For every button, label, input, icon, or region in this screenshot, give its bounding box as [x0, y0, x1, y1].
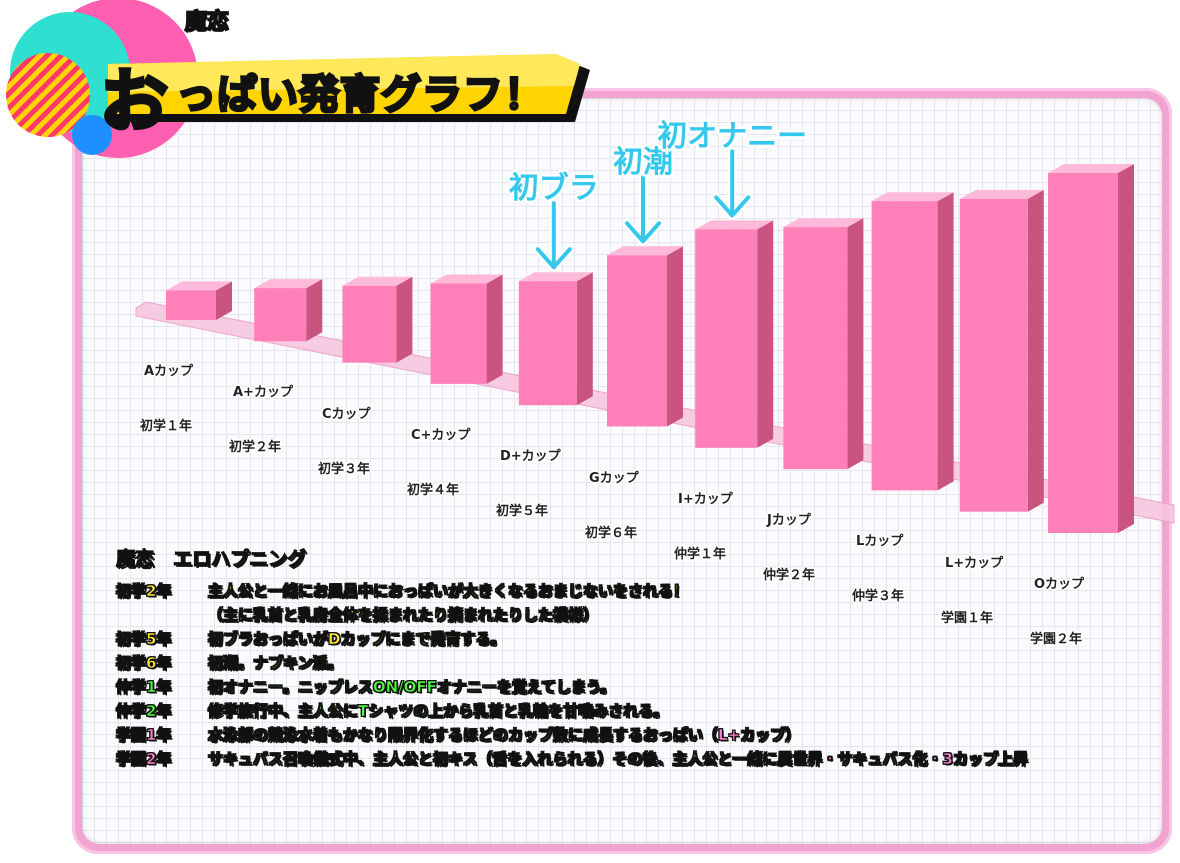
happening-row: 初学5年 初ブラおっぱいがDカップにまで発育する。: [116, 627, 1166, 651]
bar: [166, 281, 232, 320]
tick-label-cup: C+カップ: [411, 427, 471, 443]
title-badge: 魔恋 お っぱい発育グラフ！: [0, 0, 600, 175]
happening-row: 初学2年 主人公と一緒にお風呂中におっぱいが大きくなるおまじないをされる！: [116, 579, 1166, 603]
title-first-char: お: [98, 61, 170, 144]
annotation-label: 初ブラ: [508, 171, 599, 207]
tick-label-grade: 仲学１年: [674, 546, 727, 562]
bar: [342, 276, 413, 363]
annotation-arrow: [622, 172, 664, 246]
happening-grade: 初学2年: [116, 582, 172, 601]
tick-label-cup: Gカップ: [589, 470, 639, 486]
annotation-arrow: [533, 198, 575, 272]
tick-label-grade: 仲学２年: [763, 568, 816, 584]
tick-label-cup: Aカップ: [144, 364, 194, 379]
happening-row: 学園2年 サキュバス召喚儀式中、主人公と初キス（舌を入れられる）その後、主人公と一…: [116, 747, 1166, 771]
tick-label-grade: 初学６年: [585, 525, 638, 541]
tick-label-grade: 初学３年: [318, 461, 371, 477]
annotation-label: 初オナニー: [657, 119, 808, 155]
happening-text: 水泳部の競泳水着もかなり限界化するほどのカップ数に成長するおっぱい（L+カップ）: [208, 726, 801, 745]
annotation-label: 初潮: [613, 145, 673, 181]
tick-label-grade: 初学２年: [229, 440, 282, 456]
tick-label-grade: 学園２年: [1030, 632, 1083, 647]
happening-grade: 仲学1年: [116, 678, 172, 697]
bar: [607, 246, 683, 427]
tick-label-cup: I+カップ: [678, 491, 733, 507]
happening-row: 仲学2年 修学旅行中、主人公にTシャツの上から乳首と乳輪を甘噛みされる。: [116, 699, 1166, 723]
tick-label-cup: Oカップ: [1034, 577, 1085, 592]
happening-text: （主に乳首と乳房全体を揉まれたり摘まれたりした模様）: [208, 606, 599, 625]
happening-grade: 初学6年: [116, 654, 172, 673]
happening-text: 初オナニー。ニップレスON/OFFオナニーを覚えてしまう。: [208, 678, 616, 697]
title-badge-graphic: [6, 0, 590, 158]
bar: [695, 220, 774, 448]
tick-label-grade: 初学５年: [496, 504, 549, 520]
tick-label-cup: Jカップ: [767, 513, 811, 529]
bar: [518, 272, 593, 406]
tick-label-cup: Cカップ: [322, 406, 371, 422]
happening-text: 修学旅行中、主人公にTシャツの上から乳首と乳輪を甘噛みされる。: [208, 702, 669, 721]
happening-grade: 初学5年: [116, 630, 172, 649]
happening-row: 仲学1年 初オナニー。ニップレスON/OFFオナニーを覚えてしまう。: [116, 675, 1166, 699]
happening-row: （主に乳首と乳房全体を揉まれたり摘まれたりした模様）: [116, 603, 1166, 627]
happening-grade: 学園2年: [116, 750, 172, 769]
tick-label-grade: 初学４年: [407, 482, 460, 498]
happening-row: 初学6年 初潮。ナプキン派。: [116, 651, 1166, 675]
bar: [1048, 164, 1134, 533]
happening-grade: [116, 603, 208, 627]
happening-text: 初潮。ナプキン派。: [208, 654, 343, 673]
happenings-section: 魔恋 エロハプニング 初学2年 主人公と一緒にお風呂中におっぱいが大きくなるおまじ…: [116, 544, 1166, 771]
happening-grade: 仲学2年: [116, 702, 172, 721]
tick-label-cup: Lカップ: [856, 534, 904, 550]
tick-label-cup: A+カップ: [233, 385, 293, 401]
happening-text: 初ブラおっぱいがDカップにまで発育する。: [208, 630, 506, 649]
bar: [871, 192, 954, 491]
bar: [783, 218, 864, 470]
tick-label-grade: 学園１年: [941, 610, 994, 626]
annotation-arrow: [711, 146, 753, 220]
happening-text: サキュバス召喚儀式中、主人公と初キス（舌を入れられる）その後、主人公と一緒に異世…: [208, 750, 1029, 769]
happening-row: 学園1年 水泳部の競泳水着もかなり限界化するほどのカップ数に成長するおっぱい（L+…: [116, 723, 1166, 747]
happening-text: 主人公と一緒にお風呂中におっぱいが大きくなるおまじないをされる！: [208, 582, 689, 601]
happenings-list: 初学2年 主人公と一緒にお風呂中におっぱいが大きくなるおまじないをされる！ （主に乳…: [116, 579, 1166, 771]
tick-label-cup: D+カップ: [500, 449, 561, 465]
title-sub: 魔恋: [184, 9, 230, 36]
tick-label-grade: 初学１年: [140, 419, 193, 434]
tick-label-cup: L+カップ: [945, 555, 1004, 571]
happenings-title: 魔恋 エロハプニング: [116, 548, 307, 571]
tick-label-grade: 仲学３年: [852, 589, 905, 605]
page-title: っぱい発育グラフ！: [175, 71, 546, 120]
happening-grade: 学園1年: [116, 726, 172, 745]
bar: [254, 279, 323, 342]
bar: [959, 189, 1044, 512]
bar: [430, 274, 503, 384]
